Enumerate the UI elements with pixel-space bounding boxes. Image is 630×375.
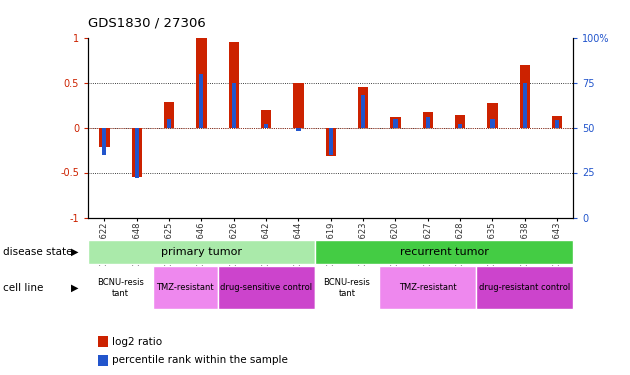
Bar	[555, 120, 559, 128]
Bar	[358, 87, 369, 128]
Text: drug-resistant control: drug-resistant control	[479, 284, 570, 292]
Bar	[361, 95, 365, 128]
Text: TMZ-resistant: TMZ-resistant	[156, 284, 214, 292]
Text: log2 ratio: log2 ratio	[112, 337, 162, 346]
Text: cell line: cell line	[3, 283, 43, 293]
Text: disease state: disease state	[3, 247, 72, 257]
Bar	[520, 64, 530, 128]
Bar	[393, 118, 398, 128]
Bar	[490, 118, 495, 128]
Text: ▶: ▶	[71, 247, 79, 257]
Bar	[232, 82, 236, 128]
Bar	[102, 128, 106, 154]
Bar	[99, 128, 110, 147]
Text: percentile rank within the sample: percentile rank within the sample	[112, 356, 287, 365]
Bar	[423, 112, 433, 128]
Text: BCNU-resis
tant: BCNU-resis tant	[323, 278, 370, 297]
Text: drug-sensitive control: drug-sensitive control	[220, 284, 312, 292]
Bar	[264, 124, 268, 128]
Bar	[326, 128, 336, 156]
Bar	[487, 103, 498, 128]
Bar	[135, 128, 139, 178]
Bar	[261, 110, 272, 128]
Text: ▶: ▶	[71, 283, 79, 293]
Bar	[229, 42, 239, 128]
Bar	[552, 116, 563, 128]
Bar	[458, 124, 462, 128]
Bar	[390, 117, 401, 128]
Bar	[196, 38, 207, 128]
Bar	[167, 118, 171, 128]
Bar	[164, 102, 175, 128]
Bar	[455, 115, 466, 128]
Text: recurrent tumor: recurrent tumor	[399, 247, 488, 257]
Text: GDS1830 / 27306: GDS1830 / 27306	[88, 17, 206, 30]
Bar	[296, 128, 301, 131]
Bar	[426, 117, 430, 128]
Bar	[132, 128, 142, 177]
Text: BCNU-resis
tant: BCNU-resis tant	[97, 278, 144, 297]
Text: primary tumor: primary tumor	[161, 247, 242, 257]
Bar	[293, 82, 304, 128]
Bar	[523, 82, 527, 128]
Bar	[329, 128, 333, 154]
Text: TMZ-resistant: TMZ-resistant	[399, 284, 457, 292]
Bar	[199, 74, 203, 128]
